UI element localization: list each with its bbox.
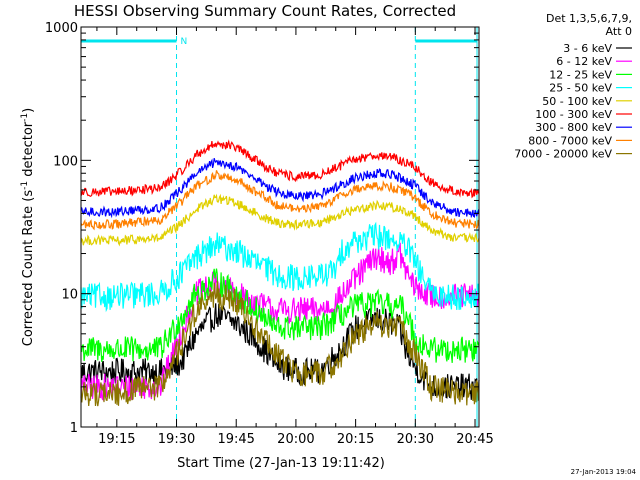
x-axis-label: Start Time (27-Jan-13 19:11:42) [177,456,385,471]
chart-title: HESSI Observing Summary Count Rates, Cor… [74,2,456,20]
legend-entry-label: 6 - 12 keV [556,55,612,68]
legend-entry-label: 800 - 7000 keV [528,134,612,147]
x-tick-label: 20:45 [456,432,493,447]
legend-header-line1: Det 1,3,5,6,7,9, [546,12,632,25]
x-tick-label: 19:45 [217,432,254,447]
legend-entry-label: 12 - 25 keV [549,68,612,81]
legend-header-line2: Att 0 [606,25,632,38]
series-line [80,280,480,407]
y-tick-label: 10 [61,288,78,303]
series-line [80,268,480,363]
x-tick-label: 20:15 [337,432,374,447]
y-axis-label: Corrected Count Rate (s-1 detector-1) [20,108,36,346]
saa-flag-label: N [181,37,188,47]
axis-ticks: 19:15 19:30 19:45 20:00 20:15 20:30 20:45 1 10 10… [45,21,494,447]
y-axis-label-end: ) [21,108,36,113]
y-tick-label: 100 [53,154,78,169]
x-tick-label: 19:15 [98,432,135,447]
y-axis-label-main: Corrected Count Rate (s [21,190,36,347]
x-tick-label: 20:30 [397,432,434,447]
y-axis-label-mid: detector [21,121,36,181]
series-line [80,170,480,231]
y-tick-label: 1 [70,421,78,436]
legend-entry-label: 25 - 50 keV [549,82,612,95]
series-line [80,158,480,219]
series-line [80,221,480,313]
y-axis-label-sup2: -1 [20,113,30,122]
series-lines [80,139,480,407]
y-axis-label-sup1: -1 [20,181,30,190]
series-line [80,193,480,247]
x-tick-label: 20:00 [277,432,314,447]
x-tick-label: 19:30 [158,432,195,447]
legend-entry-label: 7000 - 20000 keV [514,148,612,161]
legend-entry-label: 3 - 6 keV [563,42,612,55]
legend-entry-label: 50 - 100 keV [542,95,612,108]
plot-timestamp: 27-Jan-2013 19:04 [571,468,637,476]
plot-frame [80,26,480,428]
legend-entry-label: 300 - 800 keV [535,121,612,134]
y-tick-label: 1000 [45,21,78,36]
legend-entry-label: 100 - 300 keV [535,108,612,121]
series-line [80,139,480,199]
